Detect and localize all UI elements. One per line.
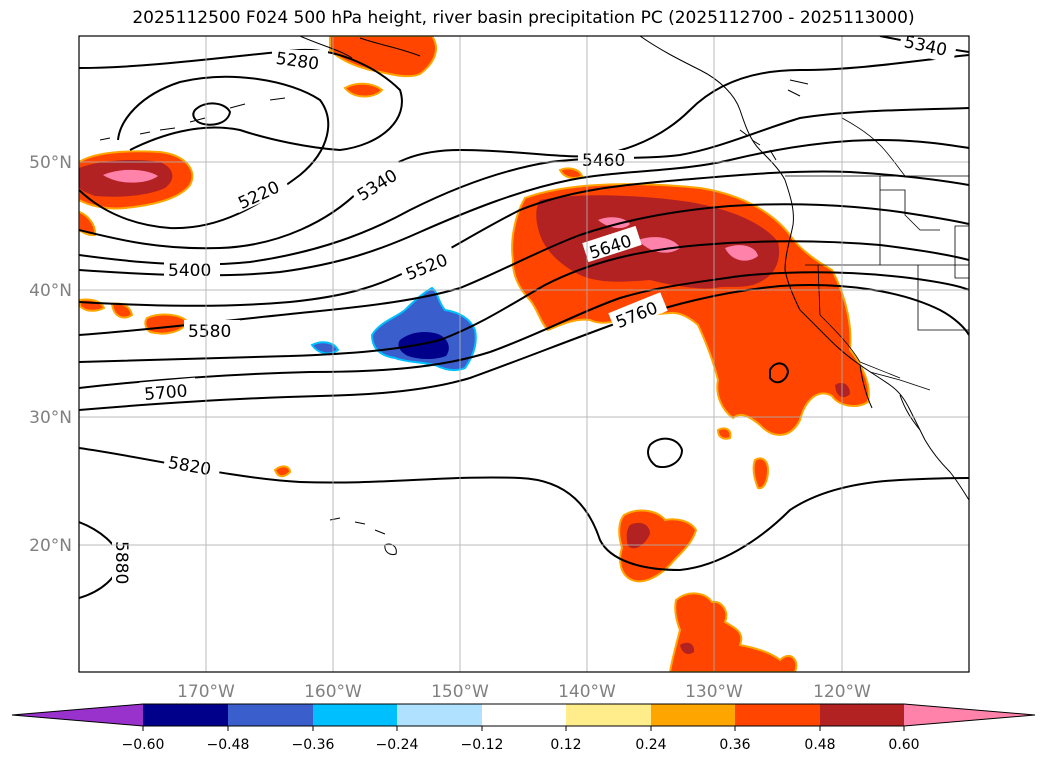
border-states <box>805 176 969 331</box>
precip-region-west-peak <box>103 169 158 183</box>
colorbar-segment <box>735 704 820 726</box>
map-title: 2025112500 F024 500 hPa height, river ba… <box>132 8 915 28</box>
colorbar-segment <box>143 704 228 726</box>
border-ca-nv <box>817 264 901 379</box>
colorbar-segment <box>820 704 904 726</box>
precip-region-small-3 <box>273 465 292 478</box>
contour-label: 5400 <box>168 261 211 281</box>
colorbar-tick-label: 0.36 <box>719 737 750 753</box>
contour-small-high <box>647 437 684 468</box>
colorbar-extend-left <box>12 704 143 726</box>
contour-5460 <box>79 107 969 266</box>
lat-label: 50°N <box>29 153 72 173</box>
lon-label: 120°W <box>813 682 871 702</box>
colorbar-ticks <box>142 726 905 731</box>
colorbar-extend-right <box>904 704 1035 726</box>
contour-5760 <box>79 271 969 389</box>
height-contours <box>79 36 969 599</box>
colorbar-tick-label: −0.48 <box>207 737 250 753</box>
lon-label: 170°W <box>177 682 235 702</box>
precip-region-south-1-inner <box>626 522 650 549</box>
colorbar: −0.60 −0.48 −0.36 −0.24 −0.12 0.12 0.24 … <box>11 703 1036 753</box>
precip-negative-small <box>310 341 340 355</box>
map-frame <box>78 35 970 673</box>
precip-negative-regions <box>310 286 477 372</box>
coast-alaska <box>299 36 786 181</box>
lon-label: 160°W <box>304 682 362 702</box>
colorbar-tick-label: 0.12 <box>550 737 581 753</box>
islands-hawaii <box>329 517 397 555</box>
colorbar-tick-label: −0.24 <box>376 737 419 753</box>
contour-5400 <box>79 138 969 277</box>
lat-label: 40°N <box>29 281 72 301</box>
contour-5580 <box>79 240 969 363</box>
contour-5820 <box>79 447 969 572</box>
lat-label: 30°N <box>29 408 72 428</box>
islands-aleutian <box>99 97 286 141</box>
colorbar-segment <box>397 704 482 726</box>
contour-5520 <box>79 170 969 307</box>
colorbar-segment <box>482 704 566 726</box>
contour-5340 <box>79 54 969 250</box>
lon-label: 140°W <box>558 682 616 702</box>
contour-5640 <box>79 203 969 336</box>
contour-5220 <box>79 75 330 230</box>
lat-label: 20°N <box>29 536 72 556</box>
precip-region-alaska <box>329 36 437 98</box>
contour-label: 5700 <box>143 381 188 405</box>
lon-label: 130°W <box>685 682 743 702</box>
islands-bc <box>739 79 809 161</box>
coast-baja <box>859 364 921 431</box>
border-mexico <box>869 371 931 391</box>
colorbar-segment <box>566 704 651 726</box>
colorbar-tick-label: −0.36 <box>292 737 335 753</box>
lon-label: 150°W <box>431 682 489 702</box>
longitude-labels: 170°W 160°W 150°W 140°W 130°W 120°W <box>177 682 871 702</box>
contour-low-center <box>192 102 232 126</box>
colorbar-tick-label: 0.24 <box>635 737 666 753</box>
contour-small-low <box>769 362 790 384</box>
political-borders <box>785 36 969 391</box>
coastlines <box>99 36 969 555</box>
precip-negative-main <box>370 286 477 372</box>
colorbar-tick-label: −0.12 <box>461 737 504 753</box>
contour-label: 5460 <box>582 151 625 171</box>
contour-label: 5580 <box>188 322 231 342</box>
latitude-labels: 50°N 40°N 30°N 20°N <box>29 153 72 556</box>
precip-region-main-peak <box>598 217 758 261</box>
precip-negative-core <box>398 332 449 359</box>
precip-region-small-4 <box>558 167 584 179</box>
contour-label: 5880 <box>111 541 131 584</box>
contour-5280-low <box>79 48 403 152</box>
gridlines <box>79 36 969 672</box>
precip-region-south-2 <box>668 592 798 672</box>
border-alaska-canada <box>841 36 906 177</box>
colorbar-segment <box>228 704 313 726</box>
colorbar-tick-label: 0.48 <box>804 737 835 753</box>
colorbar-segment <box>651 704 735 726</box>
precip-region-small-5 <box>752 457 770 490</box>
colorbar-tick-label: −0.60 <box>122 737 165 753</box>
colorbar-segment <box>313 704 397 726</box>
precip-region-small-6 <box>716 427 732 440</box>
colorbar-tick-label: 0.60 <box>888 737 919 753</box>
contour-5700 <box>79 284 969 411</box>
precip-region-south-2-inner <box>680 642 695 654</box>
